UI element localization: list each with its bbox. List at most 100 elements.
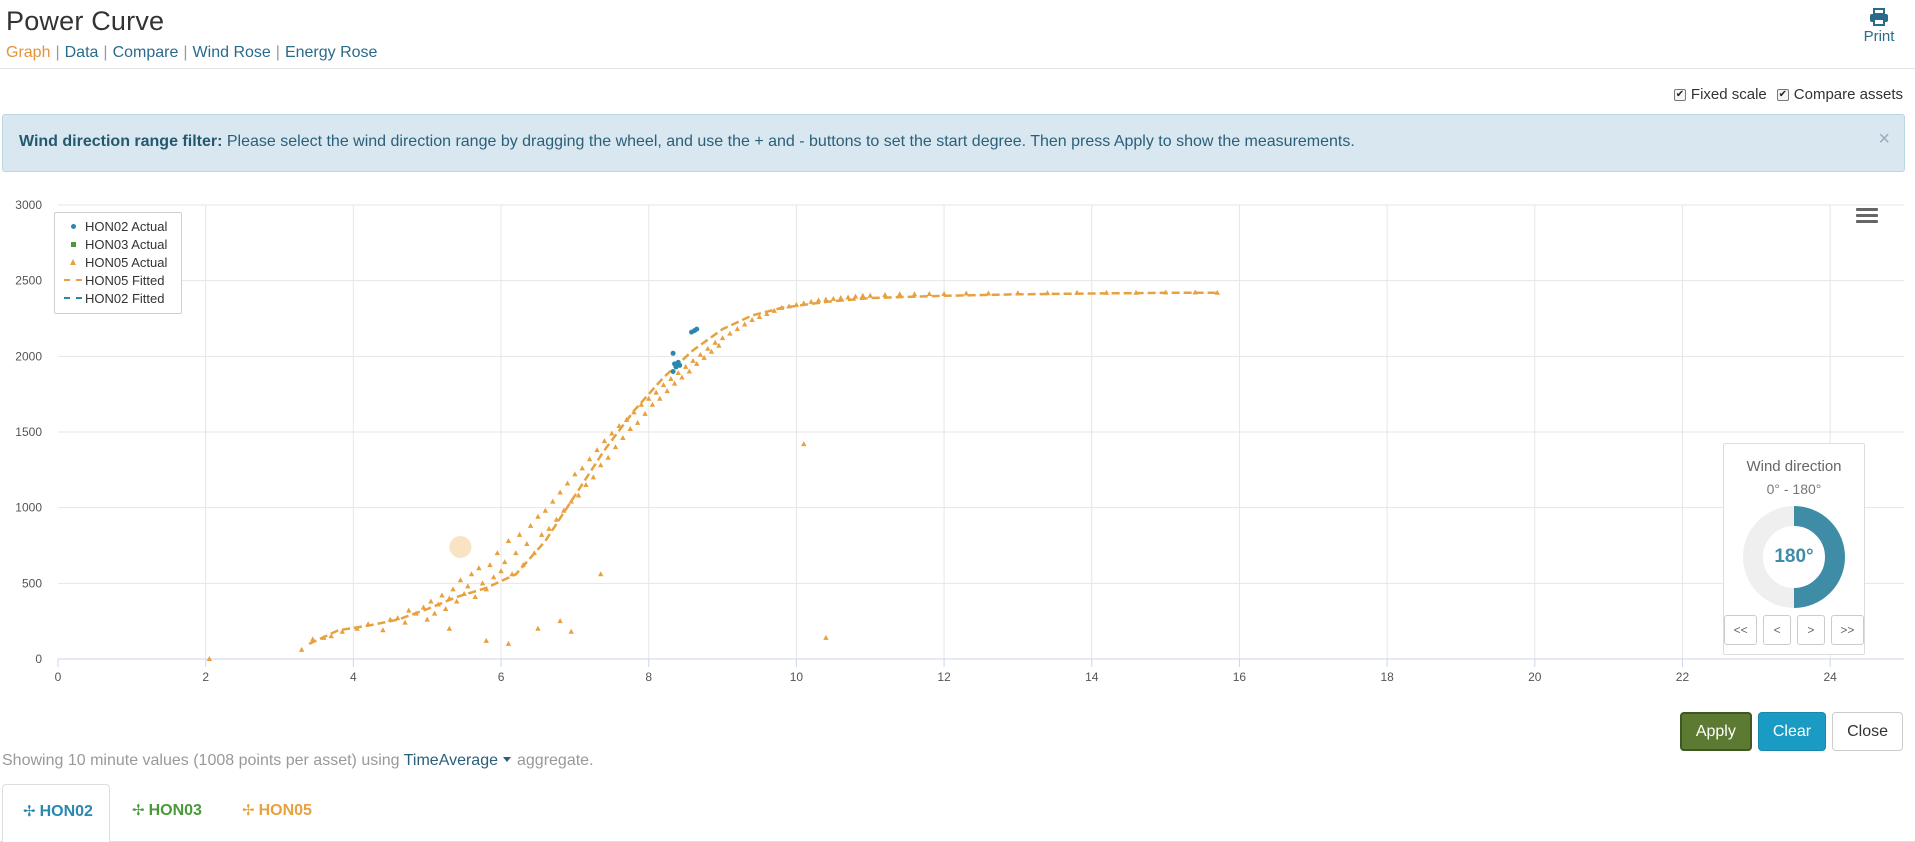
fixed-scale-toggle[interactable]: ✔ Fixed scale: [1673, 86, 1767, 103]
legend-item-hon05-fitted[interactable]: HON05 Fitted: [61, 271, 175, 289]
data-point: [483, 637, 489, 643]
legend-item-hon02-actual[interactable]: HON02 Actual: [61, 217, 175, 235]
data-point: [598, 571, 604, 577]
data-point: [387, 616, 393, 622]
data-point: [598, 462, 604, 468]
data-point: [941, 290, 947, 296]
tab-hon02[interactable]: ✢ HON02: [2, 784, 110, 842]
nav-wind-rose[interactable]: Wind Rose: [192, 44, 271, 61]
data-point: [1162, 289, 1169, 295]
data-point: [561, 507, 567, 513]
filter-actions: Apply Clear Close: [1679, 712, 1903, 751]
rotate-back-fast-button[interactable]: <<: [1724, 615, 1758, 645]
data-point: [742, 321, 748, 327]
x-tick-label: 22: [1676, 670, 1690, 684]
legend-item-hon03-actual[interactable]: HON03 Actual: [61, 235, 175, 253]
rotate-back-button[interactable]: <: [1763, 615, 1791, 645]
data-point: [531, 550, 537, 556]
data-point: [609, 430, 615, 436]
hover-highlight: [449, 536, 472, 559]
data-point: [764, 310, 770, 316]
wheel-selected-arc[interactable]: [1793, 506, 1845, 608]
info-prefix: Showing 10 minute values (1008 points pe…: [2, 752, 400, 769]
nav-energy-rose[interactable]: Energy Rose: [284, 44, 378, 61]
data-point: [823, 634, 829, 640]
data-point: [778, 304, 785, 310]
data-point: [450, 586, 456, 592]
data-point: [716, 342, 722, 348]
data-point: [442, 606, 449, 612]
compare-assets-toggle[interactable]: ✔ Compare assets: [1776, 86, 1903, 103]
data-point: [575, 492, 582, 498]
data-point: [542, 507, 549, 513]
nav-data[interactable]: Data: [64, 44, 99, 61]
fixed-scale-checkbox[interactable]: ✔: [1673, 88, 1686, 101]
data-point: [583, 481, 589, 487]
data-point: [454, 598, 460, 604]
legend-label: HON05 Actual: [85, 254, 168, 270]
wind-direction-wheel[interactable]: 180°: [1742, 505, 1846, 609]
legend-label: HON02 Actual: [85, 218, 168, 234]
close-button[interactable]: Close: [1832, 712, 1903, 751]
tab-hon05[interactable]: ✢ HON05: [222, 784, 328, 838]
data-point: [380, 627, 386, 633]
nav-separator: |: [183, 44, 188, 61]
y-tick-label: 3000: [15, 198, 42, 212]
print-button[interactable]: Print: [1857, 8, 1901, 46]
data-point: [546, 525, 552, 531]
wind-direction-panel: Wind direction 0° - 180° 180° << < > >>: [1723, 443, 1865, 655]
data-point: [572, 471, 578, 477]
data-point: [206, 656, 213, 661]
tab-label: HON05: [258, 802, 312, 819]
rotate-forward-fast-button[interactable]: >>: [1830, 615, 1864, 645]
data-point: [339, 628, 345, 634]
aggregation-info: Showing 10 minute values (1008 points pe…: [2, 752, 594, 770]
legend-item-hon05-actual[interactable]: HON05 Actual: [61, 253, 175, 271]
alert-message: Please select the wind direction range b…: [226, 133, 1355, 150]
data-point: [815, 297, 822, 303]
wind-turbine-icon: ✢: [23, 803, 36, 820]
view-nav: Graph | Data | Compare | Wind Rose | Energy Rose: [6, 44, 377, 62]
data-point: [705, 345, 711, 351]
legend-label: HON02 Fitted: [85, 290, 165, 306]
data-point: [620, 435, 626, 441]
data-point: [601, 438, 608, 444]
data-point: [310, 636, 316, 642]
x-tick-label: 6: [498, 670, 505, 684]
rotate-forward-button[interactable]: >: [1797, 615, 1825, 645]
data-point: [719, 335, 726, 341]
data-point: [406, 607, 412, 613]
data-point: [505, 640, 512, 646]
data-point: [638, 401, 645, 407]
chart-legend: HON02 Actual HON03 Actual HON05 Actual H…: [54, 212, 182, 314]
nav-graph[interactable]: Graph: [6, 44, 51, 61]
aggregate-dropdown[interactable]: TimeAverage: [404, 752, 517, 769]
data-point: [631, 409, 637, 415]
data-point: [568, 628, 574, 634]
x-tick-label: 20: [1528, 670, 1542, 684]
clear-button[interactable]: Clear: [1757, 712, 1827, 751]
data-point: [793, 301, 800, 307]
legend-item-hon02-fitted[interactable]: HON02 Fitted: [61, 289, 175, 307]
data-point: [428, 598, 434, 604]
data-point: [671, 380, 678, 386]
chart-menu-icon[interactable]: [1856, 208, 1878, 226]
data-point: [708, 348, 715, 354]
data-point: [505, 537, 512, 543]
nav-compare[interactable]: Compare: [112, 44, 179, 61]
data-point: [985, 290, 992, 296]
data-point: [756, 313, 763, 319]
alert-close-icon[interactable]: ×: [1878, 128, 1890, 150]
data-point: [838, 295, 844, 301]
data-point: [660, 382, 667, 388]
data-point: [653, 389, 659, 395]
compare-assets-label: Compare assets: [1793, 86, 1903, 103]
tab-hon03[interactable]: ✢ HON03: [112, 784, 218, 838]
fixed-scale-label: Fixed scale: [1690, 86, 1767, 103]
data-point: [586, 456, 593, 462]
compare-assets-checkbox[interactable]: ✔: [1776, 88, 1789, 101]
apply-button[interactable]: Apply: [1679, 712, 1752, 751]
data-point: [649, 401, 656, 407]
data-point: [535, 513, 541, 519]
nav-separator: |: [103, 44, 108, 61]
